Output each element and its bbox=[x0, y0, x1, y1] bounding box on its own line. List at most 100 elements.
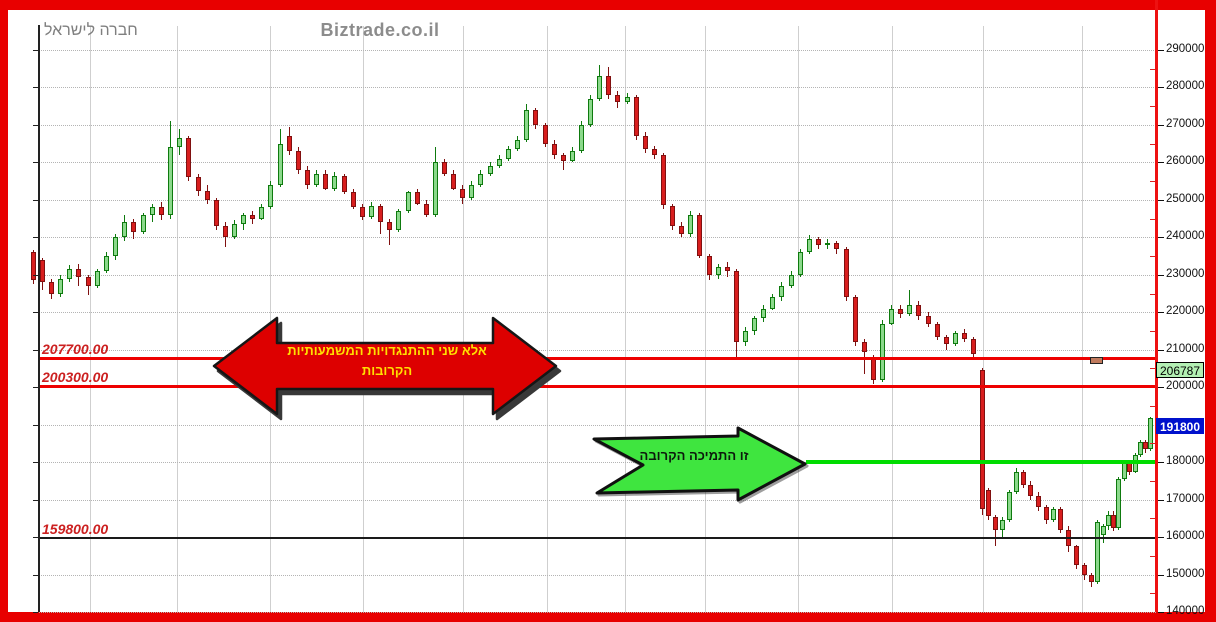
candle-body bbox=[66, 269, 72, 279]
candle-body bbox=[331, 175, 337, 189]
candle-body bbox=[1020, 471, 1026, 485]
candle-wick bbox=[863, 338, 865, 375]
candle-body bbox=[1006, 492, 1012, 521]
candle-body bbox=[1110, 514, 1116, 528]
resistance-arrow bbox=[212, 316, 558, 416]
candle-wick bbox=[908, 289, 910, 317]
instrument-title: חברה לישראל bbox=[44, 22, 138, 39]
candle-body bbox=[523, 109, 529, 140]
y-axis-tick bbox=[1158, 50, 1164, 51]
y-axis-minor-tick bbox=[1150, 181, 1155, 183]
candle-body bbox=[1050, 509, 1056, 521]
candle-body bbox=[1043, 507, 1049, 521]
y-axis-minor-tick bbox=[1150, 106, 1155, 108]
candle-body bbox=[295, 151, 301, 170]
candle-body bbox=[961, 332, 967, 339]
y-axis-label: 250000 bbox=[1166, 192, 1205, 205]
support-arrow bbox=[592, 426, 807, 502]
candle-body bbox=[578, 124, 584, 152]
candle-body bbox=[213, 199, 219, 227]
level-price-label: 200300.00 bbox=[42, 369, 109, 386]
horizontal-gridline bbox=[39, 387, 1156, 389]
vertical-gridline bbox=[983, 26, 984, 612]
candle-body bbox=[1035, 495, 1041, 508]
candle-body bbox=[852, 297, 858, 343]
y-axis-tick bbox=[1158, 574, 1164, 576]
candle-body bbox=[130, 222, 136, 232]
candle-body bbox=[542, 124, 548, 144]
candle-body bbox=[75, 269, 81, 277]
candle-body bbox=[879, 323, 885, 380]
resistance-annotation-line2: הקרובות bbox=[361, 363, 413, 378]
candle-body bbox=[788, 274, 794, 287]
candle-body bbox=[870, 357, 876, 380]
y-axis-minor-tick bbox=[1150, 480, 1155, 482]
candle-body bbox=[459, 188, 465, 198]
horizontal-gridline bbox=[39, 274, 1156, 276]
candle-body bbox=[943, 336, 949, 345]
left-axis-tick bbox=[33, 612, 38, 614]
candle-body bbox=[669, 205, 675, 227]
horizontal-gridline bbox=[39, 574, 1156, 576]
support-level-line bbox=[806, 460, 1156, 465]
candle-body bbox=[824, 242, 830, 246]
left-axis-tick bbox=[33, 50, 38, 51]
left-axis-tick bbox=[33, 312, 38, 314]
y-axis-label: 210000 bbox=[1166, 342, 1205, 355]
candle-body bbox=[322, 173, 328, 189]
candle-wick bbox=[994, 514, 996, 547]
y-axis-tick bbox=[1158, 462, 1164, 464]
level-line-support bbox=[39, 536, 1156, 539]
vertical-gridline bbox=[90, 26, 91, 612]
candle-body bbox=[222, 226, 228, 238]
candle-body bbox=[149, 207, 155, 215]
y-axis-label: 240000 bbox=[1166, 230, 1205, 243]
candle-body bbox=[778, 286, 784, 298]
candle-body bbox=[1100, 525, 1106, 536]
candle-body bbox=[1088, 574, 1094, 583]
candle-body bbox=[185, 138, 191, 178]
candle-body bbox=[992, 516, 998, 530]
candle-body bbox=[815, 239, 821, 245]
candle-body bbox=[642, 136, 648, 150]
candle-body bbox=[678, 226, 684, 234]
y-axis-tick bbox=[1158, 537, 1164, 539]
y-axis-minor-tick bbox=[1150, 331, 1155, 333]
candle-body bbox=[596, 76, 602, 99]
candle-body bbox=[341, 175, 347, 193]
y-axis-minor-tick bbox=[1150, 555, 1155, 557]
indicator-price-tag: 206787 bbox=[1156, 361, 1204, 378]
vertical-gridline bbox=[1082, 26, 1083, 612]
y-axis-minor-tick bbox=[1150, 143, 1155, 145]
y-axis-label: 290000 bbox=[1166, 43, 1205, 55]
candle-wick bbox=[562, 153, 564, 170]
vertical-gridline bbox=[625, 26, 626, 612]
candle-body bbox=[121, 222, 127, 238]
candle-body bbox=[560, 154, 566, 161]
y-axis-label: 280000 bbox=[1166, 80, 1205, 93]
horizontal-gridline bbox=[39, 237, 1156, 239]
y-axis-tick bbox=[1158, 499, 1164, 501]
candle-body bbox=[204, 190, 210, 200]
candle-body bbox=[985, 490, 991, 517]
brand-watermark: Biztrade.co.il bbox=[320, 20, 440, 40]
y-axis-minor-tick bbox=[1150, 218, 1155, 220]
left-axis-tick bbox=[33, 199, 38, 201]
y-axis-minor-tick bbox=[1150, 293, 1155, 295]
candle-body bbox=[888, 308, 894, 324]
candle-body bbox=[751, 317, 757, 332]
candle-body bbox=[660, 154, 666, 206]
left-axis-tick bbox=[33, 537, 38, 539]
candle-body bbox=[742, 331, 748, 343]
candle-body bbox=[249, 214, 255, 219]
left-axis-tick bbox=[33, 237, 38, 239]
level-price-label: 159800.00 bbox=[42, 520, 109, 537]
y-axis-label: 150000 bbox=[1166, 567, 1205, 580]
candle-body bbox=[30, 252, 36, 281]
horizontal-gridline bbox=[39, 124, 1156, 126]
candle-body bbox=[1105, 514, 1111, 526]
y-axis-label: 160000 bbox=[1166, 530, 1205, 543]
candle-body bbox=[94, 271, 100, 287]
